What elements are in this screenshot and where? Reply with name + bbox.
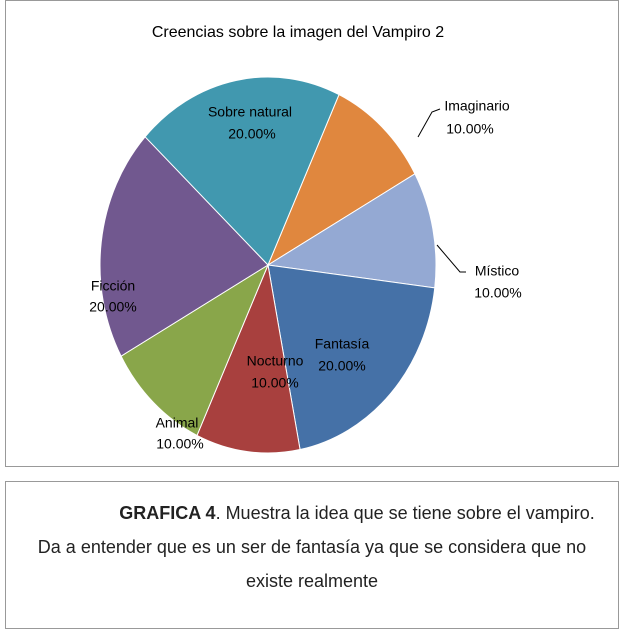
pie-slice [266, 93, 416, 267]
pie-slice [144, 76, 340, 266]
caption-bold: GRAFICA 4 [119, 503, 216, 523]
slice-value-label: 20.00% [318, 358, 365, 374]
chart-title: Creencias sobre la imagen del Vampiro 2 [152, 24, 444, 41]
slice-label: Sobre natural [208, 104, 292, 120]
slice-label: Nocturno [247, 353, 304, 369]
chart: Creencias sobre la imagen del Vampiro 2 … [5, 0, 619, 467]
slice-value-label: 20.00% [89, 299, 136, 315]
caption-text: GRAFICA 4. Muestra la idea que se tiene … [16, 496, 608, 598]
slice-label: Fantasía [315, 336, 370, 352]
slice-label: Animal [156, 415, 199, 431]
caption: GRAFICA 4. Muestra la idea que se tiene … [5, 481, 619, 629]
slice-label: Ficción [91, 278, 135, 294]
slice-value-label: 10.00% [156, 436, 203, 452]
slice-value-label: 10.00% [446, 121, 493, 137]
pie-slice [99, 136, 269, 357]
slice-label: Imaginario [444, 98, 510, 114]
pie-slice [266, 173, 437, 289]
pie-slice [267, 264, 436, 451]
pie-slice [196, 263, 301, 454]
pie-slice [120, 263, 270, 437]
slice-value-label: 20.00% [228, 126, 275, 142]
slice-value-label: 10.00% [474, 285, 521, 301]
slice-value-label: 10.00% [251, 375, 298, 391]
leader-line [417, 108, 441, 138]
leader-line [436, 244, 466, 273]
slice-label: Místico [475, 263, 520, 279]
caption-body: . Muestra la idea que se tiene sobre el … [37, 503, 595, 591]
